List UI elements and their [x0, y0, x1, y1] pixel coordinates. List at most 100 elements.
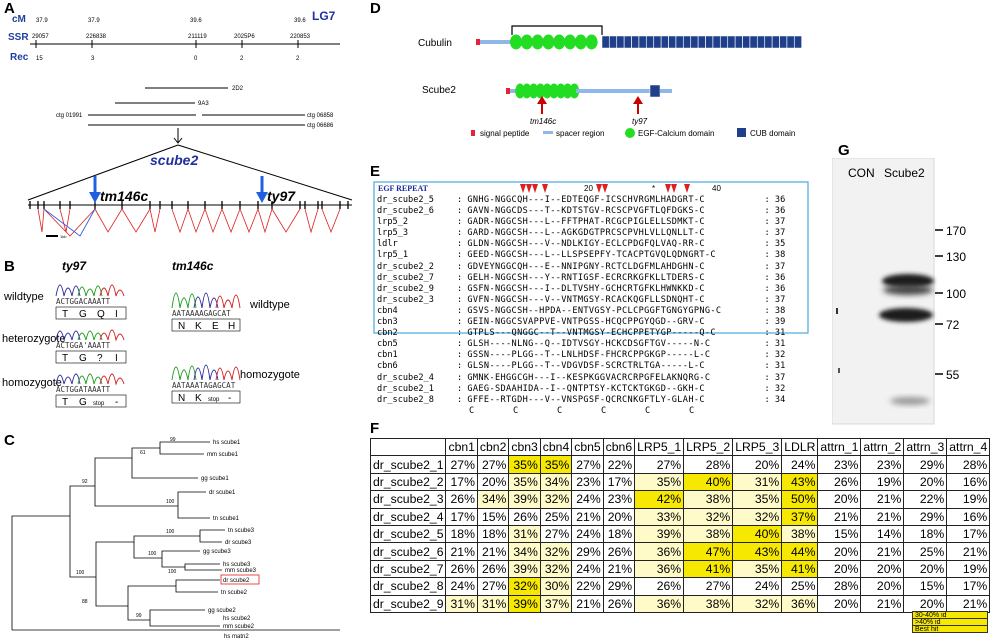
table-cell: 18% — [476, 524, 510, 544]
table-cell: 28% — [683, 455, 734, 474]
table-cell: 38% — [683, 524, 734, 544]
bootstrap-value: 99 — [170, 437, 176, 443]
alignment-seq-name: cbn3 — [377, 317, 398, 328]
table-cell: 23% — [571, 472, 604, 492]
alignment-sequence: GLDN-NGGCSH---V--NDLKIGY-ECLCPDGFQLVAQ-R… — [467, 239, 705, 250]
tree-taxon: tn scube1 — [213, 516, 240, 522]
cubulin-cub-domain — [764, 35, 773, 49]
alignment-seq-name: dr_scube2_8 — [377, 394, 434, 405]
table-cell: 21% — [946, 542, 991, 561]
band-scube2-100 — [879, 308, 933, 322]
band-scube2-130 — [882, 274, 934, 288]
legend-best-hit: Best hit — [912, 625, 988, 633]
panel-d-label: D — [370, 0, 381, 17]
cubulin-egf-domain — [510, 34, 522, 50]
alignment-seq-name: dr_scube2_1 — [377, 383, 434, 394]
ruler-mark: 40 — [712, 184, 721, 193]
table-column-header: cbn1 — [445, 437, 478, 457]
table-column-header: LRP5_3 — [732, 437, 783, 457]
genotype-wildtype-right: wildtype — [249, 299, 290, 311]
table-row-name: dr_scube2_4 — [369, 507, 447, 526]
cubulin-cub-domain — [697, 35, 706, 49]
map-ssr-marker: 29057 — [32, 34, 49, 40]
table-cell: 20% — [903, 559, 948, 579]
table-cell: 32% — [539, 559, 573, 579]
consensus-cysteine: C — [645, 405, 651, 416]
panel-a-genetic-map: LG7 cM SSR Rec 37.9 37.9 39.6 39.6 29057… — [8, 9, 353, 239]
bootstrap-value: 88 — [82, 599, 88, 605]
table-row-name: dr_scube2_6 — [369, 542, 447, 561]
table-cell: 22% — [903, 490, 948, 509]
table-cell: 35% — [539, 455, 573, 474]
table-cell: 21% — [571, 507, 604, 526]
alignment-sequence: GVFN-NGGCSH---V--VNTMGSY-RCACKQGFLLSDNQH… — [467, 294, 705, 305]
cubulin-cub-domain — [779, 35, 788, 49]
table-cell: 18% — [903, 524, 948, 544]
tree-taxon: hs scube1 — [213, 440, 241, 446]
table-cell: 17% — [946, 524, 991, 544]
map-ssr-marker: 220853 — [290, 34, 311, 40]
alignment-row: dr_scube2_7: GELH-NGGCSH---Y--RNTIGSF-EC… — [377, 272, 786, 283]
table-row-name: dr_scube2_5 — [369, 524, 447, 544]
cubulin-cub-domain — [727, 35, 736, 49]
table-cell: 17% — [602, 472, 636, 492]
table-cell: 20% — [817, 559, 862, 579]
svg-text:K: K — [195, 321, 202, 332]
svg-text:I: I — [115, 353, 118, 364]
panel-e-label: E — [370, 163, 381, 180]
alignment-sequence: GELH-NGGCSH---Y--RNTIGSF-ECRCRKGFKLLTDER… — [467, 272, 705, 283]
table-cell: 28% — [817, 577, 862, 596]
map-row-label-cm: cM — [12, 14, 26, 25]
table-cell: 32% — [539, 490, 573, 509]
alignment-length: 31 — [774, 361, 786, 372]
cubulin-cub-domain — [623, 35, 632, 49]
table-cell: 37% — [781, 507, 819, 526]
cubulin-egf-domain — [564, 34, 576, 50]
table-cell: 17% — [445, 507, 478, 526]
table-cell: 18% — [602, 524, 636, 544]
table-corner — [369, 437, 447, 457]
table-column-header: LDLR — [781, 437, 819, 457]
table-cell: 29% — [903, 455, 948, 474]
cubulin-cub-domain — [660, 35, 669, 49]
alignment-row: cbn5: GLSH----NLNG--Q--IDTVSGY-HCKCDSGFT… — [377, 339, 786, 350]
tree-taxon: dr scube1 — [209, 490, 236, 496]
alignment-length: 31 — [774, 339, 786, 350]
table-cell: 27% — [445, 455, 478, 474]
table-cell: 35% — [508, 455, 541, 474]
identity-table-header: cbn1 cbn2 cbn3 cbn4 cbn5 cbn6 LRP5_1 LRP5_2 LRP5… — [369, 437, 991, 457]
table-cell: 37% — [539, 594, 573, 613]
cubulin-cub-domain — [675, 35, 684, 49]
svg-text:stop: stop — [93, 401, 105, 407]
marker-100: 100 — [946, 287, 966, 301]
table-cell: 25% — [539, 507, 573, 526]
table-cell: 24% — [571, 559, 604, 579]
tm146c-title: tm146c — [172, 259, 214, 273]
alignment-length: 39 — [774, 317, 786, 328]
table-cell: 21% — [602, 559, 636, 579]
alignment-seq-name: cbn5 — [377, 339, 398, 350]
table-cell: 43% — [781, 472, 819, 492]
table-cell: 41% — [683, 559, 734, 579]
alignment-sequence: GMNK-EHGGCGH---I--KESPKGGVACRCRPGFELAKNQ… — [467, 372, 711, 383]
table-cell: 26% — [634, 577, 685, 596]
table-row: dr_scube2_7 26% 26% 39% 32% 24% 21% 36% 41% 35% 41… — [369, 559, 991, 579]
alignment-row: cbn3: GEIN-NGGCSVAPPVE-VNTPGSS-HCQCPPGYQ… — [377, 317, 786, 328]
table-row-name: dr_scube2_7 — [369, 559, 447, 579]
chromatogram-ty97-het — [55, 329, 125, 342]
table-cell: 38% — [683, 490, 734, 509]
alignment-row: dr_scube2_2: GDVEYNGGCQH---E--NNIPGNY-RC… — [377, 261, 786, 272]
table-cell: 38% — [683, 594, 734, 613]
svg-text:E: E — [212, 321, 219, 332]
similarity-bracket — [511, 25, 603, 35]
bootstrap-value: 100 — [76, 570, 85, 576]
table-cell: 31% — [476, 594, 510, 613]
cubulin-cub-domain — [786, 35, 795, 49]
cubulin-cub-domain — [609, 35, 617, 49]
table-cell: 50% — [781, 490, 819, 509]
alignment-row: cbn2: GTPLS---QNGGC--T--VNTMGSY-ECHCPPET… — [377, 328, 786, 339]
tree-taxon: tn scube2 — [221, 590, 248, 596]
alignment-sequence: GTPLS---QNGGC--T--VNTMGSY-ECHCPPETYGP---… — [467, 328, 716, 339]
svg-text:-: - — [115, 397, 118, 408]
table-cell: 24% — [571, 524, 604, 544]
